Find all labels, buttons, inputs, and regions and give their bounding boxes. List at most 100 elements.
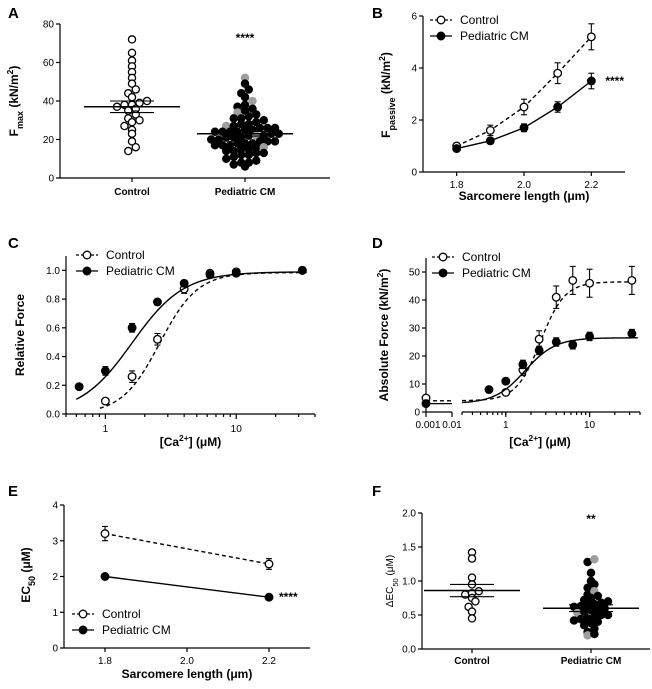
data-point xyxy=(593,617,603,627)
data-point xyxy=(127,117,137,127)
data-point xyxy=(244,119,253,129)
data-point xyxy=(471,597,480,606)
data-point xyxy=(179,278,189,288)
data-point xyxy=(153,297,162,307)
panel-label: B xyxy=(372,5,383,22)
data-point xyxy=(467,614,477,623)
data-point xyxy=(244,112,253,121)
data-point xyxy=(233,108,242,117)
data-point xyxy=(100,396,110,406)
data-point xyxy=(244,150,253,160)
y-tick-label: 0.8 xyxy=(46,295,60,306)
data-point xyxy=(501,376,511,386)
data-point xyxy=(484,385,494,395)
data-point xyxy=(214,135,223,144)
y-tick-label: 0.4 xyxy=(46,352,60,363)
x-tick-label: 0.001 xyxy=(415,420,440,431)
y-tick-label: 20 xyxy=(409,352,421,363)
data-point xyxy=(153,334,162,344)
data-point xyxy=(127,48,137,58)
panel-label: E xyxy=(8,483,18,500)
legend-marker xyxy=(438,252,448,262)
panel-d: D 0 10 20 30 40 50 0.001 0.01 1 10 [Ca2+] (μM) Absol… xyxy=(372,235,641,449)
legend-marker xyxy=(438,268,448,278)
panel-label: A xyxy=(8,5,19,22)
panel-label: C xyxy=(8,235,19,252)
x-tick-label: 2.0 xyxy=(180,656,194,667)
legend-marker xyxy=(436,15,446,25)
y-tick-label: 1.5 xyxy=(402,543,416,554)
x-axis-title: [Ca2+] (μM) xyxy=(160,433,222,449)
x-axis-title: Sarcomere length (μm) xyxy=(122,667,253,681)
y-tick-label: 1 xyxy=(52,608,58,619)
data-point xyxy=(590,554,599,564)
y-tick-label: 0.6 xyxy=(46,323,60,334)
data-point xyxy=(593,591,603,601)
data-point xyxy=(519,123,529,133)
x-axis-title: Sarcomere length (μm) xyxy=(459,189,590,203)
data-point xyxy=(485,125,495,135)
data-point xyxy=(586,32,596,42)
legend-label: Control xyxy=(102,607,141,621)
data-point xyxy=(551,337,561,347)
data-point xyxy=(131,85,140,94)
data-point xyxy=(240,79,250,88)
fit-curve xyxy=(99,271,307,409)
y-tick-label: 2 xyxy=(411,116,417,127)
data-point xyxy=(551,292,561,302)
legend-label: Pediatric CM xyxy=(460,29,529,43)
data-point xyxy=(590,580,599,589)
data-point xyxy=(583,583,592,593)
fit-curve xyxy=(461,281,638,402)
data-point xyxy=(251,110,261,119)
x-tick-label: 0.01 xyxy=(442,420,462,431)
y-tick-label: 2.0 xyxy=(402,509,416,520)
significance-marker: **** xyxy=(605,74,624,88)
data-point xyxy=(264,592,274,602)
data-point xyxy=(100,529,110,539)
data-point xyxy=(74,382,84,392)
x-tick-label: 1 xyxy=(503,420,509,431)
fit-curve xyxy=(461,337,638,404)
category-label: Control xyxy=(454,656,490,667)
data-point xyxy=(579,620,589,630)
legend-marker xyxy=(82,250,92,260)
data-point xyxy=(519,102,529,112)
data-point xyxy=(229,121,238,131)
data-point xyxy=(100,572,110,581)
x-tick-label: 2.2 xyxy=(262,656,276,667)
y-tick-label: 50 xyxy=(409,268,421,279)
data-point xyxy=(568,275,578,285)
y-tick-label: 0.2 xyxy=(46,381,60,392)
y-tick-label: 10 xyxy=(409,380,421,391)
y-tick-label: 0 xyxy=(48,174,54,185)
data-point xyxy=(240,92,250,102)
legend-label: Control xyxy=(462,250,501,264)
data-point xyxy=(270,123,280,133)
significance-marker: **** xyxy=(236,31,255,45)
data-point xyxy=(124,106,133,115)
data-point xyxy=(127,35,137,44)
data-point xyxy=(100,366,110,376)
y-axis-title: ΔEC50 (μM) xyxy=(385,555,400,607)
x-tick-label: 1.8 xyxy=(98,656,112,667)
data-point xyxy=(255,123,265,133)
panel-label: F xyxy=(372,483,381,500)
y-tick-label: 1.0 xyxy=(402,577,416,588)
legend-marker xyxy=(82,266,92,276)
y-tick-label: 4 xyxy=(411,64,417,75)
data-point xyxy=(229,152,238,162)
data-point xyxy=(534,345,544,355)
data-point xyxy=(127,129,137,138)
y-tick-label: 0 xyxy=(411,168,417,179)
panel-c: C 0.0 0.2 0.4 0.6 0.8 1.0 1 10 [Ca2+] (μM) Relativ… xyxy=(8,235,316,449)
data-point xyxy=(205,270,215,280)
data-point xyxy=(240,162,250,171)
legend-marker xyxy=(436,31,446,41)
data-point xyxy=(131,142,140,152)
data-point xyxy=(590,629,599,639)
category-label: Pediatric CM xyxy=(215,187,276,198)
y-tick-label: 80 xyxy=(43,20,55,31)
